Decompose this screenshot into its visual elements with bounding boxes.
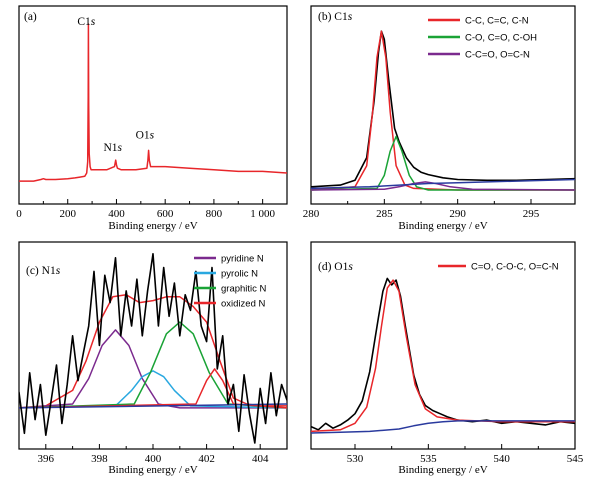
series-line-c-raw <box>19 253 287 444</box>
x-ticks-d: 530 535 540 545 <box>347 444 584 465</box>
legend-label: graphitic N <box>221 284 267 295</box>
x-axis-label-c: Binding energy / eV <box>108 464 197 476</box>
panel-a-survey: (a) 0 200 400 600 800 1 000 C1s N1s O1s Binding… <box>16 5 288 232</box>
panel-d-o1s: (d) O1s 530 535 540 545 C=O, C-O-C, O=C-N B… <box>310 241 584 476</box>
legend-label: pyridine N <box>221 254 264 265</box>
series-line-d-raw <box>311 277 575 431</box>
peak-label: O1s <box>136 129 155 141</box>
legend-label: pyrolic N <box>221 269 258 280</box>
series-line-c-oxidized-n <box>19 368 287 409</box>
plot-frame-d <box>310 241 576 450</box>
x-tick-label: 1 000 <box>250 208 275 220</box>
legend-label: C-C, C=C, C-N <box>465 16 529 27</box>
series-layer-d <box>311 277 575 434</box>
series-layer-c <box>19 253 287 444</box>
series-line-b-baseline <box>311 178 575 190</box>
x-tick-label: 200 <box>59 208 76 220</box>
x-ticks-a: 0 200 400 600 800 1 000 <box>16 199 276 220</box>
series-line-b-c-c-o-o-c-n <box>311 181 575 191</box>
legend-b: C-C, C=C, C-N C-O, C=O, C-OH C-C=O, O=C-N <box>428 16 537 61</box>
x-axis-label-d: Binding energy / eV <box>398 464 487 476</box>
x-tick-label: 402 <box>198 453 215 465</box>
peak-label: N1s <box>103 142 122 154</box>
x-tick-label: 400 <box>145 453 162 465</box>
legend-c: pyridine N pyrolic N graphitic N oxidized N <box>194 254 267 310</box>
x-tick-label: 540 <box>493 453 510 465</box>
x-tick-label: 800 <box>206 208 223 220</box>
peak-annotations-a: C1s N1s O1s <box>77 16 154 154</box>
x-tick-label: 290 <box>449 208 466 220</box>
x-axis-label-b: Binding energy / eV <box>398 220 487 232</box>
plot-frame-a <box>18 5 288 205</box>
panel-c-n1s: (c) N1s 396 398 400 402 404 pyridine N pyroli… <box>18 241 288 476</box>
panel-label-d: (d) O1s <box>318 261 353 273</box>
series-line-a-series <box>19 23 287 182</box>
series-line-b-c-c-c-c-c-n <box>311 30 575 191</box>
x-tick-label: 398 <box>91 453 108 465</box>
x-tick-label: 280 <box>303 208 320 220</box>
series-layer-b <box>311 30 575 191</box>
panel-label-b: (b) C1s <box>318 11 353 23</box>
x-tick-label: 404 <box>252 453 269 465</box>
series-line-d-c-o-c-o-c-o-c-n <box>311 279 575 433</box>
panel-b-c1s: (b) C1s 280 285 290 295 C-C, C=C, C-N C-O, C… <box>303 5 576 232</box>
x-ticks-b: 280 285 290 295 <box>303 199 540 220</box>
legend-d: C=O, C-O-C, O=C-N <box>438 262 559 273</box>
x-tick-label: 530 <box>347 453 364 465</box>
x-axis-label-a: Binding energy / eV <box>108 220 197 232</box>
panel-label-a: (a) <box>24 11 37 23</box>
series-line-c-graphitic-n <box>19 321 287 409</box>
series-layer-a <box>19 23 287 182</box>
plot-frame-b <box>310 5 576 205</box>
x-tick-label: 285 <box>376 208 393 220</box>
series-line-d-baseline <box>311 420 575 434</box>
legend-label: oxidized N <box>221 299 265 310</box>
panel-label-c: (c) N1s <box>26 265 61 277</box>
x-tick-label: 0 <box>16 208 22 220</box>
x-tick-label: 535 <box>420 453 437 465</box>
peak-label: C1s <box>77 16 95 28</box>
x-tick-label: 600 <box>157 208 174 220</box>
x-tick-label: 295 <box>523 208 540 220</box>
x-tick-label: 400 <box>108 208 125 220</box>
legend-label: C-C=O, O=C-N <box>465 50 530 61</box>
x-tick-label: 396 <box>38 453 55 465</box>
x-ticks-c: 396 398 400 402 404 <box>38 444 269 465</box>
legend-label: C-O, C=O, C-OH <box>465 33 537 44</box>
legend-label: C=O, C-O-C, O=C-N <box>471 262 559 273</box>
series-line-b-c-o-c-o-c-oh <box>311 135 575 191</box>
x-tick-label: 545 <box>567 453 584 465</box>
series-line-c-pyrolic-n <box>19 370 287 409</box>
